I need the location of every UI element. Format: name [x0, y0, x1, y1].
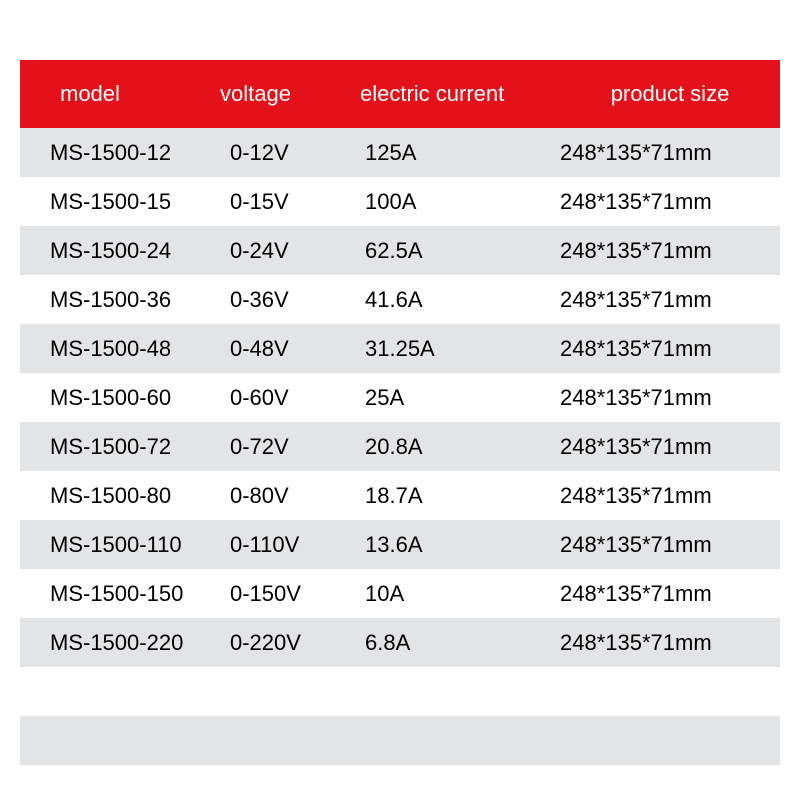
cell-size: 248*135*71mm	[530, 140, 780, 166]
header-voltage: voltage	[220, 81, 360, 107]
header-model: model	[20, 81, 220, 107]
cell-voltage: 0-110V	[220, 532, 360, 558]
cell-current: 13.6A	[360, 532, 530, 558]
cell-model: MS-1500-15	[20, 189, 220, 215]
cell-model: MS-1500-220	[20, 630, 220, 656]
cell-voltage: 0-80V	[220, 483, 360, 509]
cell-size: 248*135*71mm	[530, 385, 780, 411]
table-row: MS-1500-36 0-36V 41.6A 248*135*71mm	[20, 275, 780, 324]
cell-voltage: 0-36V	[220, 287, 360, 313]
cell-model: MS-1500-12	[20, 140, 220, 166]
cell-voltage: 0-72V	[220, 434, 360, 460]
cell-model: MS-1500-48	[20, 336, 220, 362]
cell-current: 100A	[360, 189, 530, 215]
cell-size: 248*135*71mm	[530, 287, 780, 313]
table-row: MS-1500-60 0-60V 25A 248*135*71mm	[20, 373, 780, 422]
cell-current: 6.8A	[360, 630, 530, 656]
table-row: MS-1500-15 0-15V 100A 248*135*71mm	[20, 177, 780, 226]
spec-table: model voltage electric current product s…	[20, 60, 780, 765]
cell-voltage: 0-24V	[220, 238, 360, 264]
cell-current: 41.6A	[360, 287, 530, 313]
cell-current: 125A	[360, 140, 530, 166]
cell-voltage: 0-220V	[220, 630, 360, 656]
table-spacer-row	[20, 716, 780, 765]
cell-size: 248*135*71mm	[530, 434, 780, 460]
table-row-empty	[20, 667, 780, 716]
cell-voltage: 0-15V	[220, 189, 360, 215]
cell-current: 31.25A	[360, 336, 530, 362]
cell-current: 18.7A	[360, 483, 530, 509]
cell-voltage: 0-60V	[220, 385, 360, 411]
cell-current: 20.8A	[360, 434, 530, 460]
table-row: MS-1500-12 0-12V 125A 248*135*71mm	[20, 128, 780, 177]
cell-model: MS-1500-60	[20, 385, 220, 411]
cell-voltage: 0-150V	[220, 581, 360, 607]
cell-model: MS-1500-24	[20, 238, 220, 264]
cell-model: MS-1500-110	[20, 532, 220, 558]
cell-model: MS-1500-36	[20, 287, 220, 313]
cell-voltage: 0-12V	[220, 140, 360, 166]
cell-current: 10A	[360, 581, 530, 607]
cell-size: 248*135*71mm	[530, 532, 780, 558]
table-row: MS-1500-150 0-150V 10A 248*135*71mm	[20, 569, 780, 618]
table-row: MS-1500-24 0-24V 62.5A 248*135*71mm	[20, 226, 780, 275]
table-row: MS-1500-220 0-220V 6.8A 248*135*71mm	[20, 618, 780, 667]
cell-size: 248*135*71mm	[530, 483, 780, 509]
cell-size: 248*135*71mm	[530, 581, 780, 607]
cell-current: 62.5A	[360, 238, 530, 264]
header-size: product size	[530, 81, 780, 107]
header-current: electric current	[360, 81, 530, 107]
cell-voltage: 0-48V	[220, 336, 360, 362]
table-row: MS-1500-48 0-48V 31.25A 248*135*71mm	[20, 324, 780, 373]
cell-current: 25A	[360, 385, 530, 411]
cell-model: MS-1500-150	[20, 581, 220, 607]
table-row: MS-1500-72 0-72V 20.8A 248*135*71mm	[20, 422, 780, 471]
table-row: MS-1500-110 0-110V 13.6A 248*135*71mm	[20, 520, 780, 569]
cell-model: MS-1500-72	[20, 434, 220, 460]
table-header-row: model voltage electric current product s…	[20, 60, 780, 128]
cell-size: 248*135*71mm	[530, 630, 780, 656]
table-row: MS-1500-80 0-80V 18.7A 248*135*71mm	[20, 471, 780, 520]
cell-model: MS-1500-80	[20, 483, 220, 509]
cell-size: 248*135*71mm	[530, 238, 780, 264]
cell-size: 248*135*71mm	[530, 189, 780, 215]
cell-size: 248*135*71mm	[530, 336, 780, 362]
